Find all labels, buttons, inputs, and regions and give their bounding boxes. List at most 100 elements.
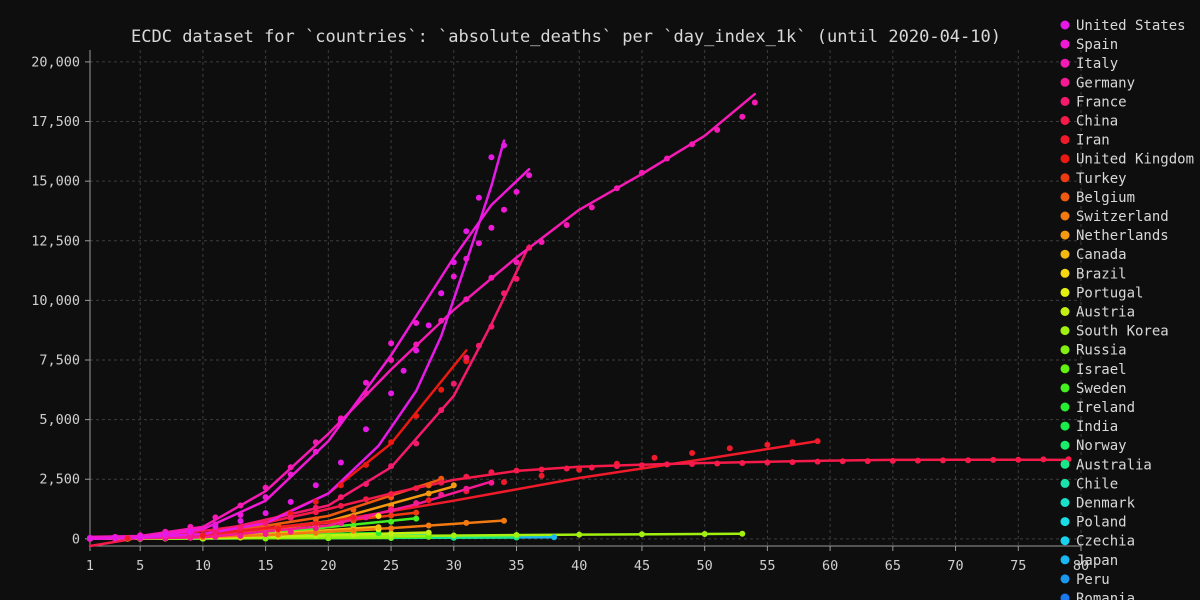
data-point-china (438, 479, 445, 486)
data-point-united-kingdom (363, 461, 369, 468)
data-point-united-kingdom (388, 439, 395, 446)
legend-marker (1060, 555, 1070, 565)
legend-marker (1060, 536, 1070, 546)
legend-label: Sweden (1076, 381, 1127, 397)
x-tick-label: 60 (822, 558, 838, 574)
data-point-iran (764, 441, 771, 448)
legend-item-united-states: United States (1060, 18, 1186, 34)
data-point-china (337, 502, 344, 509)
legend-item-brazil: Brazil (1060, 266, 1127, 282)
data-point-spain (413, 320, 420, 326)
data-point-germany (262, 531, 269, 538)
data-point-united-states (450, 259, 457, 266)
data-point-netherlands (425, 490, 432, 497)
data-point-china (965, 457, 972, 464)
y-axis: 0 2,500 5,000 7,500 10,000 12,500 15,000 17,500… (31, 50, 91, 547)
legend-label: Portugal (1076, 285, 1143, 301)
data-point-switzerland (275, 531, 282, 538)
legend-label: Canada (1076, 247, 1127, 263)
data-point-italy (388, 357, 395, 363)
data-point-spain (513, 188, 520, 195)
legend-item-czechia: Czechia (1060, 534, 1135, 550)
data-point-united-states (212, 523, 219, 530)
x-tick-label: 25 (383, 558, 399, 574)
data-point-china (388, 491, 395, 497)
data-point-spain (388, 340, 395, 347)
data-point-turkey (413, 509, 420, 516)
legend-item-sweden: Sweden (1060, 381, 1127, 397)
legend-item-netherlands: Netherlands (1060, 228, 1169, 244)
data-point-south-korea (325, 533, 332, 540)
legend-label: United States (1076, 18, 1186, 34)
data-point-germany (187, 534, 194, 541)
data-point-united-states (287, 498, 294, 505)
legend-label: Norway (1076, 438, 1127, 454)
data-point-united-states (363, 426, 369, 433)
chart-title: ECDC dataset for `countries`: `absolute_… (131, 27, 1001, 47)
x-tick-label: 70 (947, 558, 963, 574)
legend-label: Italy (1076, 56, 1118, 72)
data-point-austria (388, 530, 395, 537)
data-point-iran (789, 439, 796, 446)
legend-item-turkey: Turkey (1060, 171, 1127, 187)
legend-marker (1060, 402, 1070, 412)
data-point-china (789, 459, 796, 466)
data-points (87, 99, 1072, 542)
data-point-china (588, 464, 595, 471)
data-point-italy (212, 514, 219, 521)
data-point-italy (513, 259, 520, 266)
data-point-sweden (413, 515, 420, 522)
x-tick-label: 1 (86, 558, 94, 574)
data-point-china (764, 459, 771, 466)
data-point-turkey (388, 512, 395, 519)
legend-marker (1060, 230, 1070, 240)
legend-item-norway: Norway (1060, 438, 1127, 454)
data-point-spain (463, 255, 470, 262)
data-point-austria (425, 529, 432, 536)
data-point-china (513, 467, 520, 474)
data-point-china (864, 458, 871, 465)
data-point-united-states (501, 142, 507, 149)
legend-marker (1060, 249, 1070, 259)
data-point-netherlands (450, 482, 457, 489)
x-tick-label: 40 (571, 558, 587, 574)
data-point-israel (425, 533, 432, 540)
legend-item-united-kingdom: United Kingdom (1060, 152, 1194, 168)
data-point-germany (488, 479, 495, 486)
legend-label: South Korea (1076, 324, 1169, 340)
y-tick-label: 7,500 (39, 353, 80, 369)
grid-lines (89, 50, 1082, 546)
legend-item-iran: Iran (1060, 133, 1110, 149)
data-point-germany (237, 532, 244, 539)
data-point-iran (814, 438, 821, 445)
legend-marker (1060, 383, 1070, 393)
x-tick-label: 65 (885, 558, 901, 574)
data-point-china (363, 496, 369, 503)
data-point-united-states (388, 390, 395, 397)
data-point-south-korea (638, 531, 645, 538)
x-tick-label: 15 (257, 558, 273, 574)
data-point-china (839, 458, 846, 465)
y-tick-label: 2,500 (39, 472, 80, 488)
data-point-france (463, 354, 470, 361)
data-point-iran (689, 450, 696, 456)
data-point-china (714, 460, 721, 467)
legend-marker (1060, 116, 1070, 125)
data-point-germany (438, 491, 445, 498)
data-point-switzerland (463, 519, 470, 526)
data-point-china (488, 469, 495, 476)
data-point-france (501, 290, 507, 297)
data-point-south-korea (739, 530, 746, 537)
data-point-united-states (312, 482, 319, 489)
data-point-united-states (162, 531, 169, 538)
data-point-italy (363, 390, 369, 397)
x-tick-label: 20 (320, 558, 336, 574)
legend-item-india: India (1060, 419, 1118, 435)
data-point-china (889, 457, 896, 464)
data-point-united-states (488, 154, 495, 161)
legend-item-peru: Peru (1060, 572, 1110, 588)
legend-marker (1060, 574, 1070, 584)
y-tick-label: 17,500 (31, 114, 80, 130)
data-point-iran (425, 497, 432, 504)
legend-marker (1060, 421, 1070, 431)
